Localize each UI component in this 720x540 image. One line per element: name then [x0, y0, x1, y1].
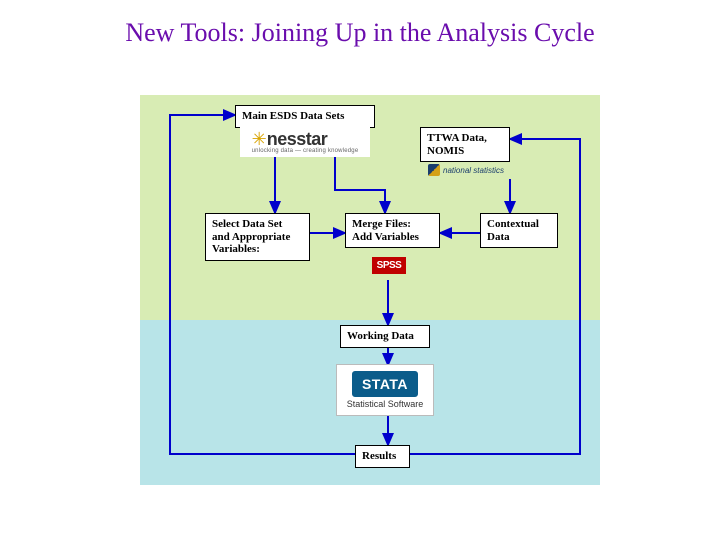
box-select: Select Data Setand AppropriateVariables: [205, 213, 310, 261]
diagram-canvas: Main ESDS Data Sets TTWA Data,NOMIS Sele… [140, 95, 600, 485]
spss-logo: SPSS [370, 255, 408, 275]
nesstar-text: nesstar [267, 129, 328, 149]
natstats-text: national statistics [443, 166, 504, 175]
stata-subtext: Statistical Software [347, 399, 424, 409]
box-ttwa: TTWA Data,NOMIS [420, 127, 510, 162]
stata-text: STATA [352, 371, 418, 397]
box-results: Results [355, 445, 410, 468]
nesstar-logo: ✳nesstar unlocking data — creating knowl… [240, 125, 370, 157]
natstats-icon [428, 164, 440, 176]
box-merge: Merge Files:Add Variables [345, 213, 440, 248]
national-statistics-logo: national statistics [426, 161, 506, 179]
spss-text: SPSS [372, 257, 407, 274]
stata-logo: STATA Statistical Software [330, 365, 440, 415]
box-contextual: ContextualData [480, 213, 558, 248]
background-upper [140, 95, 600, 320]
nesstar-subtext: unlocking data — creating knowledge [252, 148, 359, 154]
box-working: Working Data [340, 325, 430, 348]
page-title: New Tools: Joining Up in the Analysis Cy… [0, 18, 720, 48]
